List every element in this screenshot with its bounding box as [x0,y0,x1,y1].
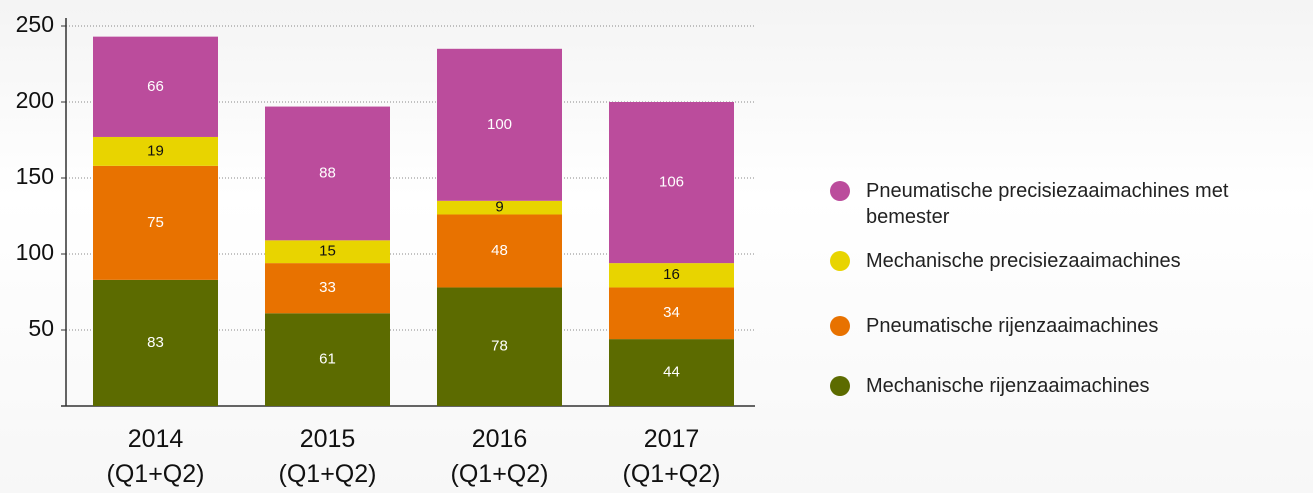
data-label: 34 [663,304,680,321]
y-tick-label: 200 [16,87,54,113]
data-label: 66 [147,78,164,95]
data-label: 61 [319,351,336,368]
bar-segment [265,313,390,406]
data-label: 15 [319,243,336,260]
x-tick-label: 2017 (Q1+Q2) [622,425,721,488]
bar-segment [609,287,734,340]
legend-label: Mechanische rijenzaaimachines [866,375,1150,397]
legend-label: Mechanische precisiezaaimachines [866,250,1181,272]
y-tick-label: 250 [16,11,54,37]
data-label: 75 [147,214,164,231]
data-label: 100 [487,116,512,133]
data-label: 19 [147,142,164,159]
bar-segment [437,200,562,215]
legend-marker [830,376,850,396]
bar-segment [609,102,734,264]
bar-segment [265,240,390,264]
x-tick-label: 2015 (Q1+Q2) [278,425,377,488]
legend-label: Pneumatische rijenzaaimachines [866,315,1159,337]
data-label: 16 [663,266,680,283]
bar-segment [437,48,562,201]
bar-segment [265,106,390,241]
data-label: 33 [319,279,336,296]
y-tick-label: 100 [16,239,54,265]
bar-segment [437,214,562,288]
x-tick-label: 2016 (Q1+Q2) [450,425,549,488]
data-label: 88 [319,164,336,181]
data-label: 9 [495,199,503,216]
data-label: 78 [491,338,508,355]
bar-segment [609,339,734,406]
bar-segment [93,165,218,280]
bar-segment [93,136,218,166]
legend-label: Pneumatische precisiezaaimachines met be… [866,180,1229,228]
legend-marker [830,251,850,271]
data-label: 106 [659,174,684,191]
x-tick-label: 2014 (Q1+Q2) [106,425,205,488]
data-label: 48 [491,242,508,259]
legend-marker [830,316,850,336]
y-tick-label: 50 [28,315,54,341]
bar-segment [609,263,734,288]
y-tick-label: 150 [16,163,54,189]
bar-segment [437,287,562,406]
bar-segment [93,279,218,406]
bar-segment [265,263,390,314]
data-label: 83 [147,334,164,351]
data-label: 44 [663,364,680,381]
bar-segment [93,36,218,137]
legend-marker [830,181,850,201]
